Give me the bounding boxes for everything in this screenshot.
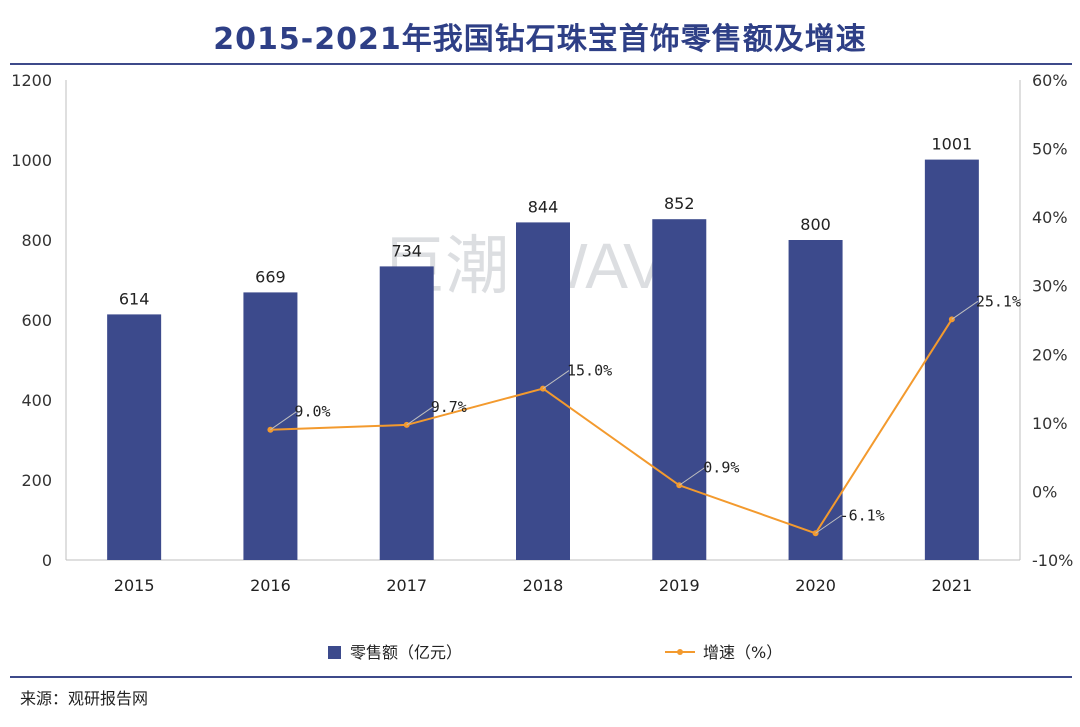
y-right-tick-label: 10% xyxy=(1032,414,1068,433)
bar xyxy=(379,266,434,560)
growth-value-label: 9.0% xyxy=(294,403,330,421)
y-left-tick-label: 600 xyxy=(21,311,52,330)
x-tick-label: 2017 xyxy=(386,576,427,595)
x-tick-label: 2019 xyxy=(659,576,700,595)
growth-line xyxy=(270,318,953,535)
label-leader xyxy=(406,406,433,426)
x-tick-label: 2015 xyxy=(114,576,155,595)
label-leader xyxy=(542,370,570,389)
y-right-tick-label: 60% xyxy=(1032,71,1068,90)
label-leader xyxy=(815,514,842,534)
legend-label: 增速（%） xyxy=(703,643,782,662)
bar-value-label: 669 xyxy=(255,267,286,286)
y-right-tick-label: 40% xyxy=(1032,208,1068,227)
y-left-tick-label: 1000 xyxy=(11,151,52,170)
y-left-tick-label: 400 xyxy=(21,391,52,410)
y-right-tick-label: 30% xyxy=(1032,277,1068,296)
label-leader xyxy=(270,411,297,431)
legend-swatch-bar xyxy=(328,646,341,659)
y-right-tick-label: 0% xyxy=(1032,482,1057,501)
y-left-tick-label: 200 xyxy=(21,471,52,490)
bar xyxy=(924,159,979,560)
growth-value-label: 0.9% xyxy=(703,458,739,476)
bar xyxy=(243,292,298,560)
bar-value-label: 844 xyxy=(528,197,559,216)
bar-value-label: 1001 xyxy=(931,135,972,154)
legend-label: 零售额（亿元） xyxy=(350,643,462,662)
y-left-tick-label: 800 xyxy=(21,231,52,250)
bar-value-label: 734 xyxy=(391,241,422,260)
y-left-tick-label: 1200 xyxy=(11,71,52,90)
bar xyxy=(652,219,707,560)
growth-value-label: 9.7% xyxy=(431,398,467,416)
growth-value-label: -6.1% xyxy=(840,506,885,524)
bar xyxy=(788,240,843,560)
bar-value-label: 800 xyxy=(800,215,831,234)
bar-value-label: 852 xyxy=(664,194,695,213)
bar-value-label: 614 xyxy=(119,289,150,308)
footer-divider xyxy=(10,676,1072,678)
x-tick-label: 2016 xyxy=(250,576,291,595)
x-tick-label: 2021 xyxy=(931,576,972,595)
y-right-tick-label: -10% xyxy=(1032,551,1073,570)
y-right-tick-label: 50% xyxy=(1032,140,1068,159)
legend-swatch-marker xyxy=(677,649,683,655)
x-tick-label: 2020 xyxy=(795,576,836,595)
source-note: 来源：观研报告网 xyxy=(20,689,149,708)
y-left-tick-label: 0 xyxy=(42,551,52,570)
label-leader xyxy=(679,466,706,486)
chart-title: 2015-2021年我国钻石珠宝首饰零售额及增速 xyxy=(213,22,867,57)
growth-value-label: 15.0% xyxy=(567,362,612,380)
y-right-tick-label: 20% xyxy=(1032,345,1068,364)
growth-value-label: 25.1% xyxy=(976,292,1021,310)
bar xyxy=(107,314,162,560)
label-leader xyxy=(951,300,979,320)
x-tick-label: 2018 xyxy=(523,576,564,595)
title-divider xyxy=(10,63,1072,65)
